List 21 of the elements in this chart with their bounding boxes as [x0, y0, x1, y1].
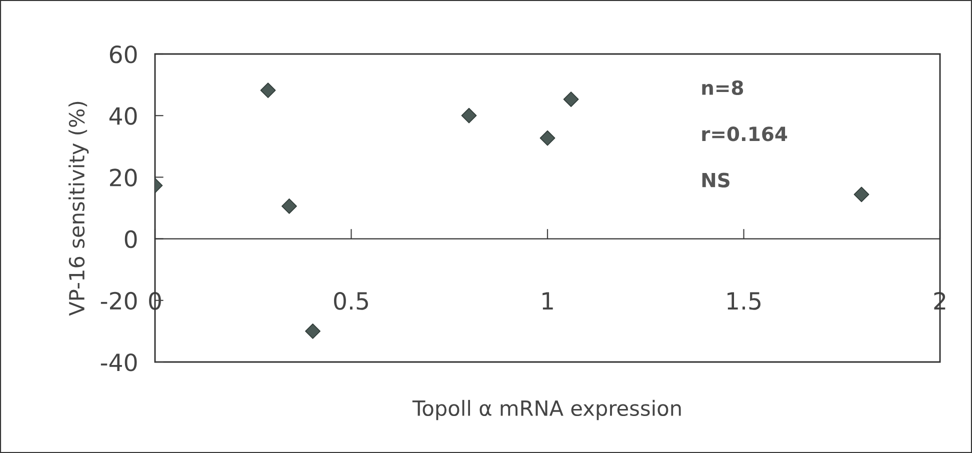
x-tick-label: 1.5	[728, 292, 760, 310]
point	[461, 108, 477, 124]
x-tick-label: 1	[542, 292, 553, 310]
y-tick-label: 60	[110, 45, 137, 64]
y-tick-label: 20	[110, 168, 137, 187]
y-tick-label: 0	[124, 230, 137, 248]
y-tick-label: 40	[109, 107, 137, 125]
point	[305, 323, 320, 339]
x-tick-label: 0.5	[334, 292, 368, 310]
y-tick-label: -20	[100, 292, 137, 310]
annotation: r=0.164	[702, 126, 788, 142]
point	[540, 130, 556, 146]
y-tick-label: -40	[100, 353, 137, 372]
point	[282, 198, 297, 214]
point	[563, 92, 579, 107]
x-axis-title: Topoll α mRNA expression	[412, 400, 681, 420]
annotation: NS	[702, 172, 730, 188]
point	[854, 186, 870, 202]
point	[260, 82, 276, 98]
annotation: n=8	[702, 80, 744, 96]
y-axis-title: VP-16 sensitivity (%)	[68, 102, 89, 316]
